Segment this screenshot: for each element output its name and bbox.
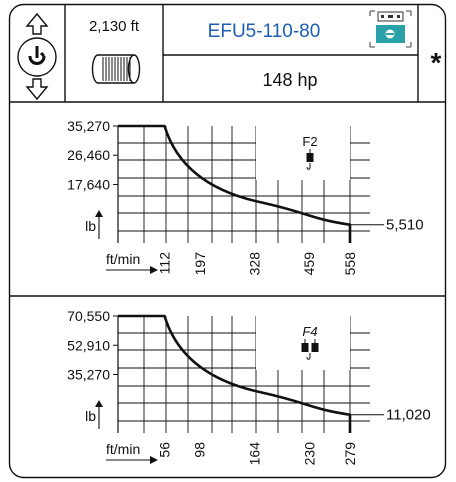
capacity-curve (118, 314, 352, 433)
min-load-label: 5,510 (386, 217, 424, 234)
reeving-label: F2 (302, 134, 317, 149)
hook-block (311, 343, 319, 352)
rope-drum-icon (91, 54, 141, 84)
hook-block-icon (301, 339, 319, 360)
hook-block (301, 343, 309, 352)
x-unit-label: ft/min (106, 441, 140, 457)
rope-length: 2,130 ft (89, 18, 140, 35)
card-frame (8, 3, 447, 479)
y-tick-label: 17,640 (67, 176, 110, 192)
y-unit-label: lb (85, 218, 96, 234)
hook-shape (306, 353, 311, 360)
load-speed-chart-f4: 70,550 52,910 35,270 lb ft/min 56 98 164 230 279 1… (67, 308, 431, 465)
x-tick-label: 164 (246, 442, 262, 466)
y-tick-label: 35,270 (67, 367, 110, 383)
x-tick-label: 112 (157, 252, 173, 275)
y-unit-arrow-head (95, 400, 103, 407)
reeving-box (256, 315, 350, 370)
x-tick-label: 197 (192, 252, 208, 276)
y-unit-arrow-head (95, 210, 103, 217)
y-unit-label: lb (85, 408, 96, 424)
y-tick-label: 52,910 (67, 337, 110, 353)
power-rating: 148 hp (262, 70, 317, 90)
reeving-box (256, 125, 350, 180)
x-tick-label: 230 (301, 442, 317, 466)
y-tick-label: 35,270 (67, 118, 110, 134)
hook-block (306, 153, 314, 162)
header (10, 5, 446, 103)
x-tick-label: 558 (342, 252, 358, 276)
x-tick-label: 56 (157, 442, 173, 458)
x-tick-label: 98 (191, 442, 207, 458)
model-code: EFU5-110-80 (208, 21, 321, 42)
reeving-label: F4 (302, 324, 317, 339)
x-unit-arrow-head (150, 266, 158, 274)
x-tick-label: 279 (342, 442, 358, 466)
hook-block-icon (306, 149, 314, 170)
y-tick-label: 26,460 (67, 147, 110, 163)
hook-shape (306, 163, 311, 170)
remote-control-icon (369, 10, 412, 48)
rotation-hook-icon (17, 12, 57, 101)
x-tick-label: 459 (301, 252, 317, 276)
x-tick-label: 328 (246, 252, 262, 276)
x-unit-label: ft/min (106, 251, 140, 267)
x-unit-arrow-head (150, 456, 158, 464)
min-load-label: 11,020 (386, 407, 431, 424)
y-tick-label: 70,550 (67, 308, 110, 324)
capacity-curve (118, 124, 352, 243)
asterisk-mark: * (431, 47, 442, 78)
load-speed-chart-f2: 35,270 26,460 17,640 lb ft/min 112 197 328 459 55… (67, 118, 423, 275)
